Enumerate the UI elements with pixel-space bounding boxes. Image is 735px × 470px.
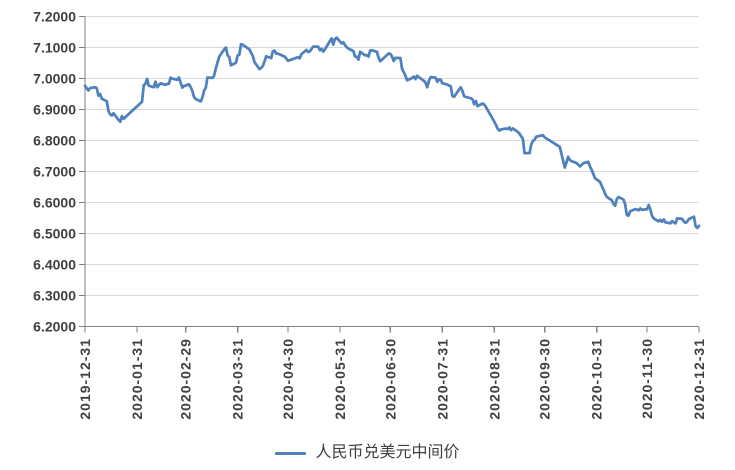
y-tick-label: 6.6000 bbox=[33, 195, 76, 211]
legend: 人民币兑美元中间价 bbox=[0, 442, 735, 464]
x-tick-label: 2020-06-30 bbox=[382, 338, 398, 420]
x-tick-label: 2020-01-31 bbox=[129, 338, 145, 420]
y-tick-label: 6.3000 bbox=[33, 288, 76, 304]
x-tick-label: 2020-11-30 bbox=[639, 338, 655, 419]
x-tick-label: 2020-02-29 bbox=[178, 338, 194, 420]
y-tick-label: 7.0000 bbox=[33, 71, 76, 87]
x-tick-label: 2020-03-31 bbox=[230, 338, 246, 420]
x-tick-label: 2020-09-30 bbox=[537, 338, 553, 420]
x-tick-label: 2020-08-31 bbox=[486, 338, 502, 420]
x-tick-label: 2020-05-31 bbox=[332, 338, 348, 420]
y-tick-label: 6.8000 bbox=[33, 133, 76, 149]
legend-label: 人民币兑美元中间价 bbox=[315, 444, 460, 461]
y-tick-label: 6.5000 bbox=[33, 226, 76, 242]
y-tick-label: 6.4000 bbox=[33, 257, 76, 273]
x-tick-label: 2019-12-31 bbox=[77, 338, 93, 420]
y-tick-label: 6.9000 bbox=[33, 102, 76, 118]
x-tick-label: 2020-10-31 bbox=[589, 338, 605, 420]
x-tick-label: 2020-07-31 bbox=[434, 338, 450, 420]
y-tick-label: 7.2000 bbox=[33, 9, 76, 25]
x-tick-label: 2020-04-30 bbox=[280, 338, 296, 420]
y-tick-label: 6.2000 bbox=[33, 319, 76, 335]
x-tick-label: 2020-12-31 bbox=[691, 338, 707, 420]
y-tick-label: 6.7000 bbox=[33, 164, 76, 180]
series-line bbox=[83, 36, 701, 230]
legend-line-marker-icon bbox=[275, 451, 307, 455]
y-tick-label: 7.1000 bbox=[33, 40, 76, 56]
